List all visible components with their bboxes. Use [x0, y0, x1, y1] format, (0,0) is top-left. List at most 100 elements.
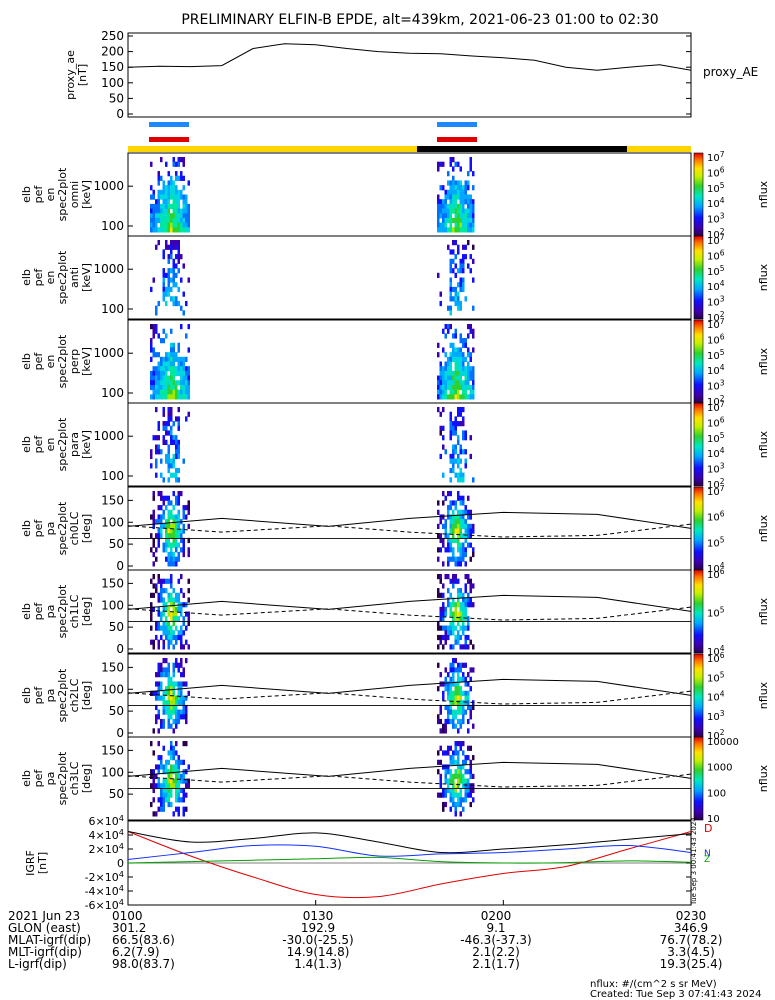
spec-cell	[160, 175, 163, 181]
colorbar-tick-label: 103	[707, 295, 725, 309]
spec-cell	[172, 667, 175, 673]
spec-cell	[160, 380, 163, 386]
spec-cell	[170, 458, 173, 464]
spec-cell	[444, 227, 447, 233]
spec-cell	[172, 421, 175, 427]
spec-cell	[167, 453, 170, 460]
spec-cell	[160, 588, 163, 594]
spec-cell	[157, 537, 160, 544]
spec-cell	[175, 300, 178, 307]
spec-cell	[452, 352, 455, 358]
spec-ylabel-line: pef	[32, 519, 45, 538]
spec-cell	[160, 213, 163, 219]
spec-cell	[157, 375, 160, 381]
spec-cell	[447, 180, 450, 186]
spec-cell	[472, 797, 475, 803]
spec-cell	[167, 523, 170, 529]
spec-cell	[175, 537, 178, 544]
spec-cell	[457, 380, 460, 386]
spec-cell	[442, 606, 445, 612]
spec-cell	[177, 556, 180, 562]
spec-ylabel-line: elb	[20, 687, 33, 704]
spec-cell	[167, 690, 170, 696]
spec-cell	[172, 458, 175, 464]
spec-cell	[452, 500, 455, 506]
colorbar-tick-label: 102	[707, 394, 725, 408]
spec-cell	[157, 755, 160, 761]
spec-cell	[177, 667, 180, 673]
spec-cell	[462, 778, 465, 784]
spec-cell	[170, 592, 173, 598]
spec-cell	[152, 366, 155, 372]
spec-cell	[467, 634, 470, 641]
spec-cell	[165, 453, 168, 460]
spec-cell	[449, 620, 452, 627]
spec-cell	[457, 180, 460, 186]
spec-cell	[437, 161, 440, 167]
spec-cell	[165, 389, 168, 395]
spec-cell	[449, 310, 452, 316]
spec-cell	[469, 389, 472, 395]
spec-cell	[185, 741, 188, 747]
spec-cell	[447, 171, 450, 177]
spec-cell	[170, 723, 173, 729]
spec-cell	[457, 453, 460, 460]
spec-cell	[467, 533, 470, 539]
spec-cell	[452, 681, 455, 687]
spec-cell	[165, 686, 168, 692]
spec-cell	[180, 227, 183, 233]
spec-cell	[459, 477, 462, 483]
spec-cell	[459, 801, 462, 808]
spec-cell	[177, 449, 180, 455]
spec-cell	[439, 514, 442, 520]
spec-cell	[454, 356, 457, 362]
spec-zone-1	[437, 741, 475, 817]
spec-cell	[454, 227, 457, 233]
spec-frame	[127, 569, 692, 654]
spec-cell	[457, 797, 460, 803]
spec-cell	[459, 366, 462, 372]
spec-cell	[459, 338, 462, 344]
spec-cell	[462, 773, 465, 779]
spec-cell	[175, 472, 178, 478]
ephemeris-row-label: 2021 Jun 23	[8, 909, 80, 923]
spec-cell	[439, 300, 442, 307]
spec-cell	[459, 277, 462, 283]
spec-cell	[459, 166, 462, 172]
spec-cell	[167, 416, 170, 422]
spec-ylabel-line: en	[44, 271, 57, 285]
spec-cell	[462, 672, 465, 678]
spec-cell	[177, 787, 180, 794]
spec-ylabel-line: elb	[20, 520, 33, 537]
spec-cell	[185, 222, 188, 228]
spec-cell	[180, 574, 183, 580]
spec-cell	[472, 366, 475, 372]
spec-cell	[452, 778, 455, 784]
spec-cell	[162, 769, 165, 775]
spec-cell	[449, 806, 452, 812]
spec-cell	[452, 463, 455, 469]
spec-cell	[157, 370, 160, 377]
spec-cell	[447, 189, 450, 195]
spec-cell	[442, 801, 445, 808]
spec-cell	[457, 244, 460, 250]
spec-cell	[152, 370, 155, 377]
spec-cell	[462, 194, 465, 200]
spec-cell	[449, 249, 452, 255]
spec-cell	[454, 602, 457, 608]
spec-cell	[167, 463, 170, 469]
spec-cell	[150, 227, 153, 233]
spec-tick-label: 150	[101, 493, 124, 507]
spec-cell	[175, 161, 178, 167]
spec-cell	[454, 180, 457, 186]
spec-cell	[182, 291, 185, 297]
spec-cell	[464, 690, 467, 696]
spec-cell	[180, 537, 183, 544]
spec-cell	[452, 453, 455, 460]
spec-cell	[172, 463, 175, 469]
spec-cell	[172, 157, 175, 163]
